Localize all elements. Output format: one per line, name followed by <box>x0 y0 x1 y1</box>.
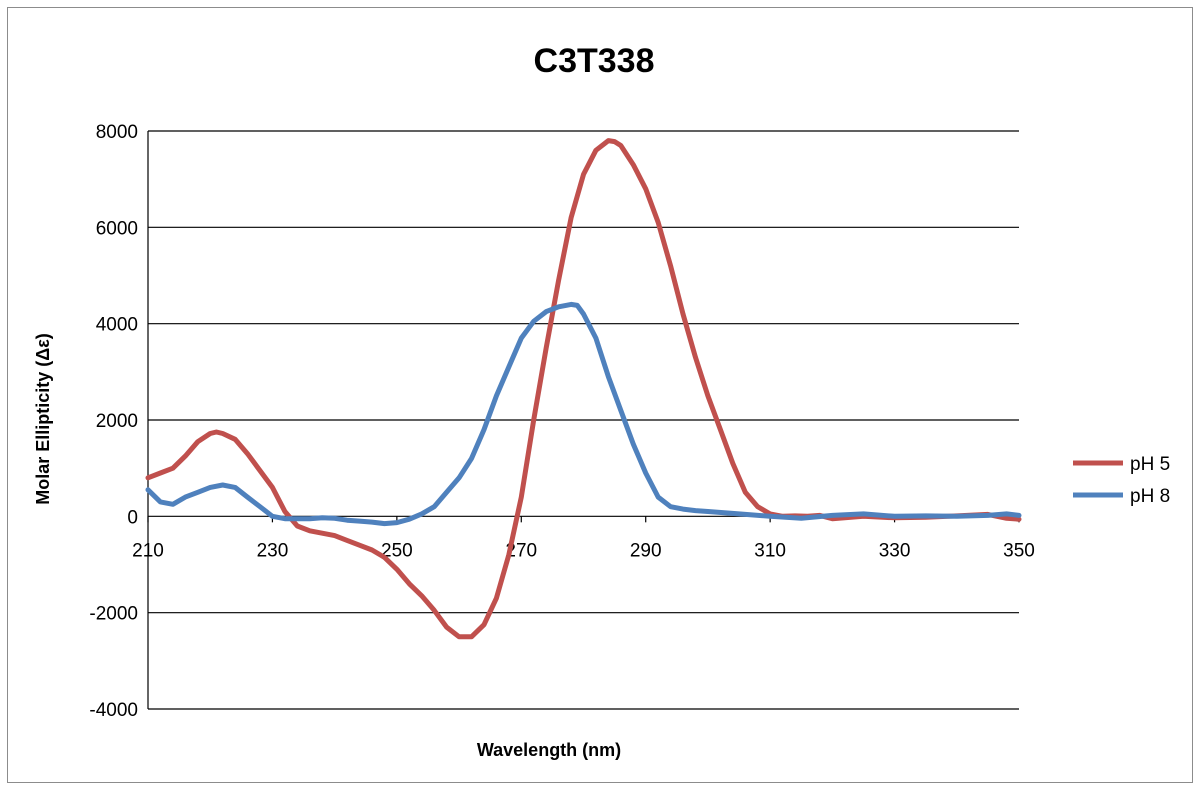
x-tick-label: 330 <box>879 540 911 561</box>
series-line-ph8 <box>148 304 1019 523</box>
legend-item-ph5: pH 5 <box>1073 454 1170 475</box>
x-tick-label: 310 <box>754 540 786 561</box>
x-axis-title: Wavelength (nm) <box>477 740 621 760</box>
y-tick-label: 0 <box>127 507 138 528</box>
chart-frame: C3T338 8000 6000 4000 2000 0 -2000 -4000 210 23… <box>7 7 1193 783</box>
x-tick-label: 230 <box>257 540 289 561</box>
series-line-ph5 <box>148 141 1019 637</box>
y-tick-label: 6000 <box>96 218 138 239</box>
x-tick-label: 210 <box>132 540 164 561</box>
legend-label-ph8: pH 8 <box>1130 486 1170 507</box>
y-axis-tick-labels: 8000 6000 4000 2000 0 -2000 -4000 <box>89 122 138 721</box>
chart-title: C3T338 <box>534 42 655 80</box>
legend: pH 5 pH 8 <box>1073 454 1170 507</box>
x-axis-tick-labels: 210 230 250 270 290 310 330 350 <box>132 540 1035 561</box>
y-tick-label: 2000 <box>96 411 138 432</box>
y-tick-label: 8000 <box>96 122 138 143</box>
y-axis-title: Molar Ellipticity (Δε) <box>33 333 53 505</box>
chart-svg: C3T338 8000 6000 4000 2000 0 -2000 -4000 210 23… <box>8 8 1194 784</box>
legend-label-ph5: pH 5 <box>1130 454 1170 475</box>
x-tick-label: 290 <box>630 540 662 561</box>
y-tick-label: -2000 <box>89 604 138 625</box>
y-tick-label: 4000 <box>96 315 138 336</box>
gridlines <box>148 131 1019 709</box>
series-lines <box>148 141 1019 637</box>
legend-item-ph8: pH 8 <box>1073 486 1170 507</box>
x-tick-label: 350 <box>1003 540 1035 561</box>
y-tick-label: -4000 <box>89 700 138 721</box>
